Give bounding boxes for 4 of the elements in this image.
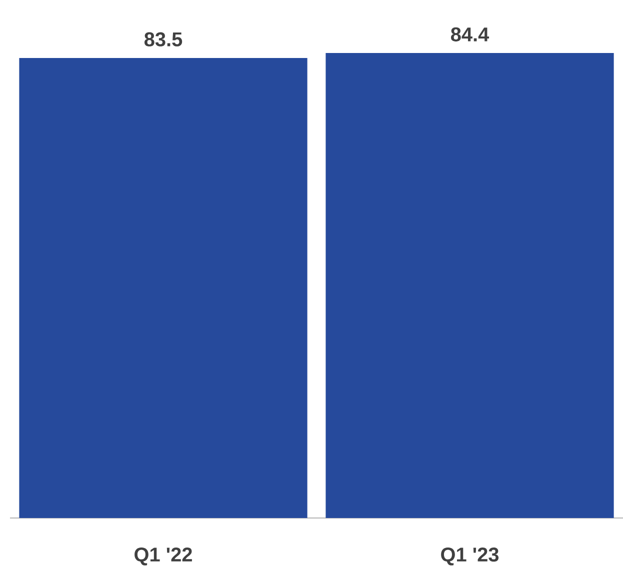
data-label: 84.4	[450, 27, 490, 42]
data-label: 83.5	[144, 32, 182, 46]
x-tick-label: Q1 '22	[134, 548, 192, 566]
x-tick-label: Q1 '23	[441, 548, 499, 566]
